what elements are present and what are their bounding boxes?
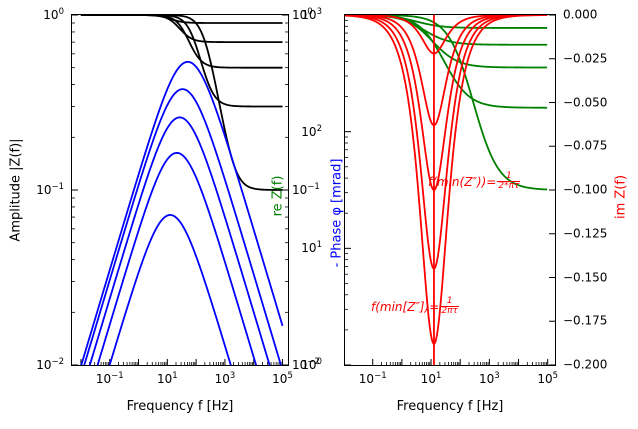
y-tick-label: −0.050 [563,95,608,110]
y-tick-label: −0.150 [563,270,608,285]
series-abs-Z-plateau-0.3 [80,15,283,108]
y-tick-label: 10−2 [36,357,64,373]
annotation-fraction: 1 2πτ [440,296,459,316]
series-abs-Z-plateau-0.1 [80,15,283,191]
y-tick-label: −0.125 [563,226,608,241]
annotation-f-min-2-pi-tau-starred: f(min(Z″))= 1 2*πτ [428,171,521,191]
x-tick-label: 105 [537,371,559,386]
phase-y-axis-label: - Phase φ [mrad] [329,158,345,268]
y-tick-label: 101 [301,240,322,256]
x-tick-label: 103 [214,371,236,386]
y-tick-label: −0.200 [563,357,608,372]
bode-phase-im-plot-canvas [345,15,555,365]
y-tick-label: −0.075 [563,138,608,153]
series-im-Z-dip-0.063 [345,15,548,127]
series-abs-Z-plateau-0.5 [80,15,283,69]
x-tick-label: 101 [156,371,178,386]
annotation-fraction: 1 2*πτ [497,171,521,191]
y-tick-label: 100 [43,7,64,23]
y-tick-label: 100 [292,7,313,23]
series-neg-im-Z-peak-0.38 [83,88,282,365]
y-tick-label: 103 [301,7,322,23]
phase-im-axes [344,14,556,366]
series-green-step-0.053 [345,15,548,109]
x-tick-label: 103 [479,371,500,386]
amplitude-axes [71,14,289,366]
y-tick-label: 10−1 [36,182,64,198]
annotation-prefix: f(min(Z″))= [428,174,497,189]
y-tick-label: 10−1 [292,182,320,198]
re-z-axis-label: re Z(f) [270,175,286,217]
amplitude-y-axis-label: Amplitude |Z(f)| [8,138,24,242]
y-tick-label: −0.100 [563,182,608,197]
series-im-Z-dip-0.188 [345,15,548,345]
series-neg-im-Z-peak-0.16 [96,151,257,365]
series-abs-Z-plateau-0.7 [80,15,283,44]
right-x-axis-label: Frequency f [Hz] [396,399,504,414]
y-tick-label: 10−2 [292,357,320,373]
series-neg-im-Z-peak-0.07 [108,214,232,365]
y-tick-label: 0.000 [563,7,598,22]
x-tick-label: 105 [272,371,293,386]
annotation-prefix: f(min[Z″])= [371,299,440,314]
y-tick-label: 100 [301,357,322,373]
series-neg-im-Z-peak-0.26 [88,116,271,365]
annotation-f-min-2-pi-tau: f(min[Z″])= 1 2πτ [371,297,459,316]
y-tick-label: −0.175 [563,313,608,328]
bode-amplitude-plot-canvas [72,15,288,365]
x-tick-label: 10−1 [95,371,124,386]
y-tick-label: −0.025 [563,51,608,66]
x-tick-label: 101 [420,371,442,386]
left-x-axis-label: Frequency f [Hz] [126,399,234,414]
y-tick-label: 102 [301,123,322,139]
series-abs-Z-plateau-0.9 [80,15,283,24]
im-z-axis-label: im Z(f) [613,174,629,220]
series-neg-im-Z-peak-0.54 [80,60,284,365]
x-tick-label: 10−1 [358,371,387,386]
